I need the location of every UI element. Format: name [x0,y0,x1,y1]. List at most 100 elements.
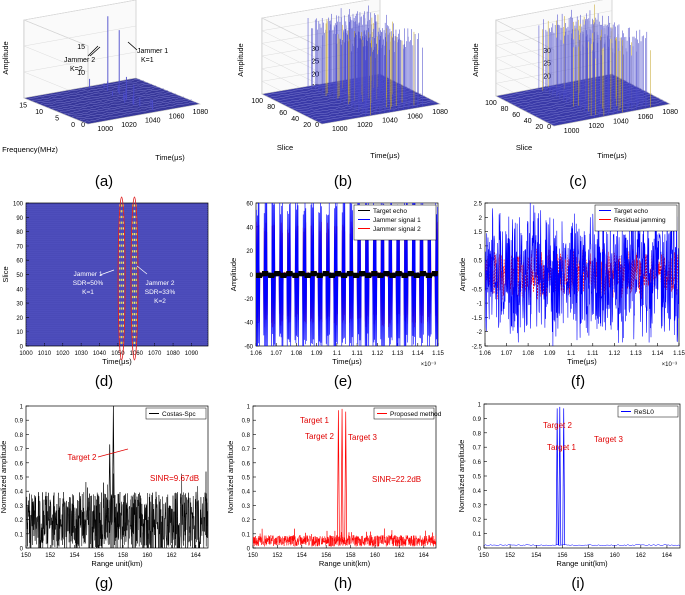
x-axis-label: Time(μs) [597,151,627,160]
jammer-cell [119,221,121,224]
jammer-cell [120,295,123,299]
jammer-cell [133,335,136,339]
x-tick-label: 1080 [432,109,448,116]
grid-line [495,0,603,51]
x-tick-label: 164 [419,553,430,559]
jammer-cell [133,295,136,299]
jammer-cell [119,324,121,327]
y-tick-label: 0.3 [15,504,24,510]
y-axis-label: Amplitude [229,258,238,291]
y-tick-label: 0 [20,547,24,553]
floor-ridge [83,101,197,123]
y-tick-label: 1 [478,403,482,409]
annotation-target1: Target 1 [547,443,576,452]
jammer-cell [119,267,121,270]
jammer-cell [132,330,134,333]
series-layer [253,408,436,547]
jammer-cell [133,324,136,327]
jammer-cell [135,313,137,316]
jammer-cell [135,318,137,322]
jammer-cell [132,301,134,304]
x-tick-label: 154 [70,553,81,559]
y-tick-label: 1.5 [474,230,483,236]
jammer-cell [135,307,137,310]
jammer-cell [119,227,121,230]
caption-c: (c) [569,173,587,190]
x-tick-label: 158 [118,553,129,559]
jammer-cell [135,301,137,304]
jammer-cell [120,255,123,259]
y-tick-label: 0.9 [15,419,24,425]
jammer-cell [132,261,134,264]
x-tick-label: 1020 [588,123,604,130]
z-tick-label: 10 [77,70,85,77]
y-tick-label: 0 [247,547,251,553]
jammer-cell [135,284,137,287]
x-tick-label: 1.14 [412,351,424,357]
y-tick-label: 0.1 [473,532,482,538]
x-tick-label: 164 [191,553,202,559]
jammer-cell [122,324,125,327]
z-axis-label: Amplitude [1,41,10,74]
x-tick-label: 152 [505,553,516,559]
x-tick-label: 164 [662,553,673,559]
jammer-cell [133,221,136,224]
jammer-cell [133,204,136,207]
y-tick-label: -1.5 [472,316,483,322]
y-tick-label: 0.4 [242,490,251,496]
jammer-cell [133,244,136,247]
peak-mark [344,411,348,541]
floor-ridge [27,78,141,100]
annotation-jammer2: Jammer 2 [64,57,95,64]
jammer-cell [135,335,137,339]
series-layer [484,406,680,547]
panel-a: 05101510001020104010601080051015Amplitud… [1,0,208,162]
x-tick-label: 1.11 [587,351,599,357]
jammer-cell [122,301,125,304]
jammer-cell [120,215,123,219]
y-tick-label: 0.8 [242,433,251,439]
jammer-cell [135,273,137,276]
annotation-target3: Target 3 [348,433,377,442]
floor-ridge [35,82,149,103]
plot-area [25,202,209,347]
grid-line [495,35,613,89]
annotation-jammer2-k: K=2 [70,66,83,73]
x-tick-label: 1.15 [432,351,444,357]
jammer-cell [132,238,134,241]
y-tick-label: -60 [244,345,253,351]
x-tick-label: 1.13 [392,351,404,357]
jammer-cell [122,261,125,264]
jammer-cell [120,324,123,327]
x-tick-label: 1020 [357,122,373,129]
jammer-cell [135,324,137,327]
y-tick-label: -0.5 [472,287,483,293]
y-tick-label: 0.6 [473,460,482,466]
x-tick-label: 1070 [148,351,162,357]
jammer-cell [120,301,123,304]
jammer-cell [132,313,134,316]
x-tick-label: 158 [584,553,595,559]
floor-ridge [67,95,181,115]
y-tick-label: 1 [20,405,24,411]
x-tick-label: 1000 [97,126,113,133]
jammer-cell [119,250,121,253]
y-tick-label: 20 [16,316,23,322]
y-tick-label: 60 [512,112,520,119]
x-tick-label: 156 [557,553,568,559]
jammer-cell [133,307,136,310]
jammer-cell [132,324,134,327]
x-tick-label: 1040 [613,118,629,125]
jammer-cell [133,273,136,276]
x-tick-label: 150 [21,553,32,559]
y-tick-label: 0 [250,273,254,279]
y-tick-label: 80 [501,106,509,113]
caption-g: (g) [95,575,113,592]
annotation-target1: Target 1 [300,416,329,425]
jammer-cell [120,318,123,322]
floor-ridge [31,80,145,101]
jammer-cell [122,284,125,287]
jammer-cell [119,330,121,333]
legend-label: Residual jamming [614,217,666,224]
jammer-cell [120,238,123,241]
